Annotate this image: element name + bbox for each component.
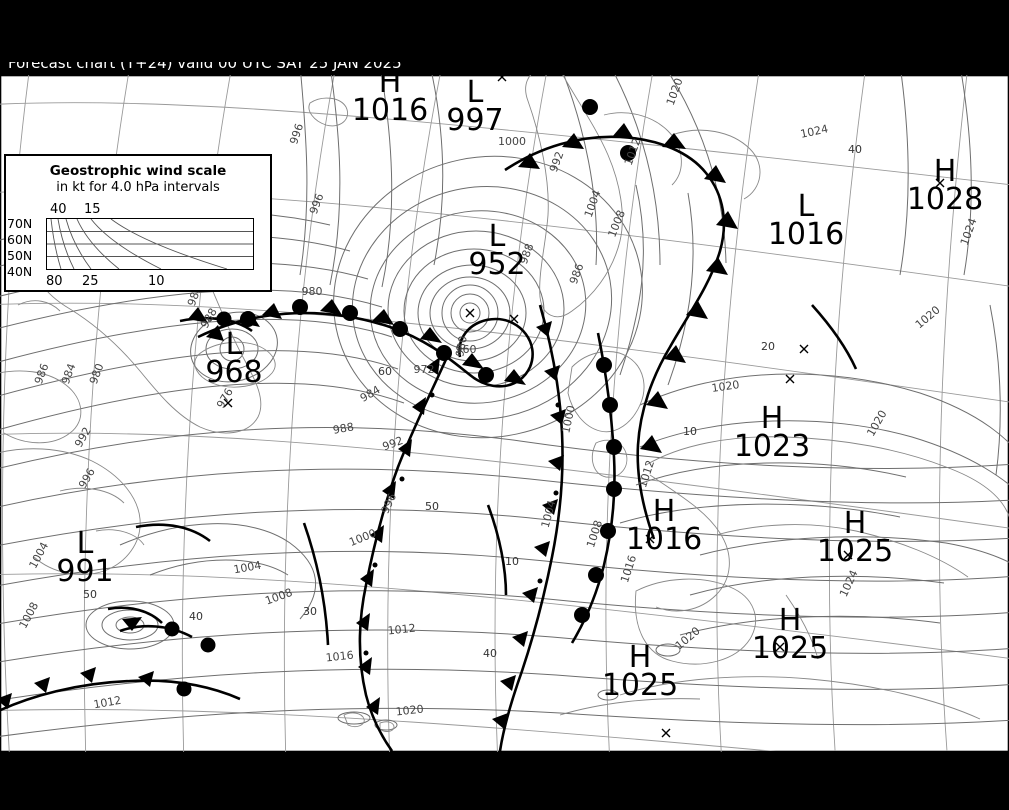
wind-scale-top-value-0: 40 — [50, 202, 67, 217]
wind-scale-map-number-3: 30 — [303, 605, 317, 618]
trough-lines — [302, 304, 858, 646]
pressure-centre-glyph: L — [797, 189, 815, 224]
isobar-label-1016-24: 1016 — [325, 649, 354, 665]
pressure-centre-glyph: H — [652, 494, 676, 529]
warm-front-western-europe — [570, 99, 636, 644]
pressure-centre-h-1025-9: H 1025 — [815, 509, 895, 567]
isobar-label-1000-1: 1000 — [498, 135, 526, 148]
wind-scale-map-number-9: 40 — [848, 143, 862, 156]
pressure-centre-value: 1025 — [751, 631, 829, 666]
pressure-centre-h-1028-6: H 1028 — [905, 157, 985, 215]
pressure-centre-value: 1016 — [767, 217, 845, 252]
wind-scale-map-number-8: 20 — [761, 340, 775, 353]
wind-scale-curves — [47, 219, 253, 269]
occluded-front-norway — [504, 123, 738, 540]
pressure-centre-glyph: H — [778, 603, 802, 638]
wind-scale-grid: 40 15 70N 60N 50N 40N — [6, 202, 270, 290]
pressure-centre-h-1025-10: H 1025 — [750, 606, 830, 664]
wind-scale-plot — [46, 218, 254, 270]
map-canvas: 9961000101210201008102410241020992988984… — [0, 75, 1009, 752]
chart-title-strip: Forecast chart (T+24) valid 00 UTC SAT 2… — [0, 62, 1009, 75]
cold-front-southwest — [0, 523, 241, 712]
wind-scale-subtitle: in kt for 4.0 hPa intervals — [56, 180, 220, 195]
cold-front-atlantic — [356, 354, 450, 752]
geostrophic-wind-scale-box: Geostrophic wind scale in kt for 4.0 hPa… — [4, 154, 272, 292]
wind-scale-map-number-2: 40 — [483, 647, 497, 660]
pressure-centre-glyph: H — [760, 401, 784, 436]
pressure-centre-value: 1016 — [351, 93, 429, 128]
isobar-label-1004-21: 1004 — [232, 559, 262, 577]
wind-scale-map-number-7: 10 — [683, 425, 697, 438]
pressure-centre-l-991-12: L 991 — [45, 529, 125, 587]
isobar-label-960-15: 960 — [456, 343, 477, 356]
isobar-label-1012-23: 1012 — [387, 622, 416, 638]
pressure-centre-value: 1028 — [906, 182, 984, 217]
pressure-centre-l-1016-5: L 1016 — [766, 192, 846, 250]
isobar-label-972-14: 972 — [414, 363, 435, 376]
isobar-label-1020-30: 1020 — [711, 378, 741, 395]
pressure-centre-l-997-1: L 997 — [435, 78, 515, 136]
cold-front-biscay — [492, 304, 566, 752]
pressure-centre-h-1016-0: H 1016 — [350, 75, 430, 126]
pressure-centre-glyph: L — [76, 526, 94, 561]
pressure-centre-value: 1025 — [601, 668, 679, 703]
wind-scale-title: Geostrophic wind scale — [49, 163, 227, 179]
pressure-centre-glyph: H — [933, 154, 957, 189]
pressure-centre-h-1023-7: H 1023 — [732, 404, 812, 462]
pressure-centre-value: 991 — [56, 554, 114, 589]
pressure-centre-value: 1016 — [625, 522, 703, 557]
pressure-centre-h-1016-8: H 1016 — [624, 497, 704, 555]
isobar-label-980-11: 980 — [302, 285, 323, 298]
pressure-centre-value: 1025 — [816, 534, 894, 569]
pressure-centre-glyph: H — [628, 640, 652, 675]
pressure-centre-value: 1023 — [733, 429, 811, 464]
isobar-label-1000-48: 1000 — [559, 404, 578, 434]
wind-scale-lat-40n: 40N — [7, 264, 33, 279]
isobar-label-980-47: 980 — [453, 335, 469, 358]
pressure-centre-glyph: L — [225, 327, 243, 362]
pressure-centre-glyph: H — [378, 75, 402, 100]
wind-scale-map-number-6: 10 — [505, 555, 519, 568]
pressure-centre-l-952-4: L 952 — [457, 222, 537, 280]
wind-scale-map-number-4: 40 — [189, 610, 203, 623]
isobar-label-996-0: 996 — [287, 122, 306, 146]
occluded-front-iceland — [179, 307, 260, 333]
pressure-centre-value: 968 — [205, 355, 263, 390]
pressure-centre-glyph: L — [466, 75, 484, 110]
isobar-label-1012-38: 1012 — [92, 694, 122, 712]
chart-title: Forecast chart (T+24) valid 00 UTC SAT 2… — [8, 62, 402, 72]
wind-scale-bottom-value-1: 25 — [82, 274, 99, 289]
pressure-centre-marks — [139, 75, 945, 738]
wind-scale-top-value-1: 15 — [84, 202, 101, 217]
pressure-centre-value: 952 — [468, 247, 526, 282]
met-office-logo-block: Met Office metoffice.gov.uk © Crown Copy… — [755, 751, 1005, 752]
isobar-label-988-17: 988 — [332, 420, 355, 436]
wind-scale-map-number-0: 60 — [378, 365, 392, 378]
pressure-centre-l-968-3: L 968 — [194, 330, 274, 388]
isobar-label-1020-25: 1020 — [395, 703, 424, 719]
wind-scale-map-number-1: 50 — [425, 500, 439, 513]
pressure-chart-graphic: 9961000101210201008102410241020992988984… — [0, 75, 1009, 752]
wind-scale-lat-70n: 70N — [7, 216, 33, 231]
wind-scale-lat-60n: 60N — [7, 232, 33, 247]
wind-scale-bottom-value-2: 10 — [148, 274, 165, 289]
wind-scale-lat-50n: 50N — [7, 248, 33, 263]
pressure-centre-value: 997 — [446, 103, 504, 138]
wind-scale-map-number-5: 50 — [83, 588, 97, 601]
isobar-label-1024-5: 1024 — [799, 122, 829, 141]
wind-scale-bottom-value-0: 80 — [46, 274, 63, 289]
pressure-centre-glyph: H — [843, 506, 867, 541]
pressure-centre-h-1025-11: H 1025 — [600, 643, 680, 701]
pressure-centre-glyph: L — [488, 219, 506, 254]
